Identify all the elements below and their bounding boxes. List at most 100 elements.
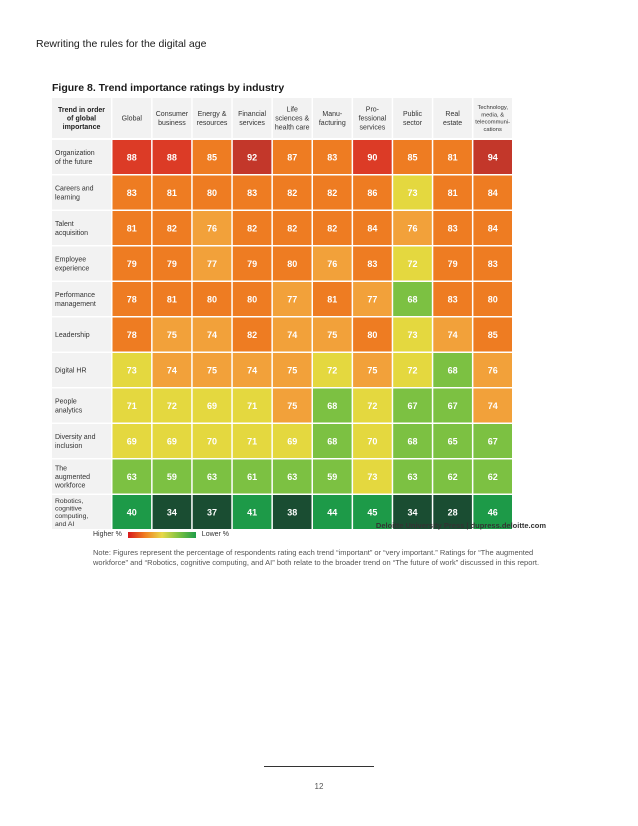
cell-value: 94	[488, 152, 498, 162]
cell-value: 44	[327, 507, 337, 517]
heatmap-cell	[192, 495, 232, 529]
column-header-label: Consumer business	[156, 111, 189, 127]
heatmap-cell	[313, 282, 352, 316]
heatmap-cell	[433, 317, 472, 352]
heatmap-cell	[152, 353, 192, 387]
heatmap-cell	[433, 388, 472, 423]
heatmap-cell	[112, 211, 152, 245]
cell-value: 37	[207, 507, 217, 517]
heatmap-cell	[112, 424, 152, 458]
cell-value: 68	[327, 436, 337, 446]
heatmap-cell	[353, 388, 392, 423]
row-label: Robotics, cognitive computing, and AI	[55, 498, 88, 528]
cell-value: 80	[207, 294, 217, 304]
heatmap-cell	[192, 282, 232, 316]
row-label-cell	[52, 317, 111, 352]
cell-value: 84	[488, 188, 498, 198]
cell-value: 73	[127, 365, 137, 375]
heatmap-cell	[473, 495, 512, 529]
heatmap-cell	[433, 353, 472, 387]
cell-value: 76	[327, 259, 337, 269]
heatmap-cell	[473, 459, 512, 494]
cell-value: 40	[127, 507, 137, 517]
footer-divider	[264, 766, 374, 767]
row-label-cell	[52, 459, 111, 494]
cell-value: 73	[367, 472, 377, 482]
cell-value: 63	[287, 472, 297, 482]
heatmap-cell	[473, 140, 512, 174]
cell-value: 83	[448, 294, 458, 304]
row-label: People analytics	[55, 399, 83, 415]
cell-value: 72	[407, 259, 417, 269]
heatmap-cell	[152, 246, 192, 281]
column-header-label: Public sector	[403, 111, 423, 127]
heatmap-cell	[473, 424, 512, 458]
heatmap-cell	[272, 388, 312, 423]
cell-value: 77	[367, 294, 377, 304]
cell-value: 83	[127, 188, 137, 198]
heatmap-cell	[353, 495, 392, 529]
cell-value: 82	[247, 223, 257, 233]
heatmap-cell	[152, 317, 192, 352]
heatmap-cell	[353, 246, 392, 281]
heatmap-cell	[353, 282, 392, 316]
cell-value: 81	[327, 294, 337, 304]
cell-value: 38	[287, 507, 297, 517]
corner-header-cell	[52, 98, 111, 138]
heatmap-cell	[393, 353, 432, 387]
cell-value: 79	[247, 259, 257, 269]
column-header-cell	[272, 98, 312, 138]
cell-value: 34	[407, 507, 417, 517]
column-header-cell	[313, 98, 352, 138]
heatmap-cell	[433, 140, 472, 174]
cell-value: 73	[407, 188, 417, 198]
heatmap-cell	[112, 246, 152, 281]
cell-value: 71	[127, 401, 137, 411]
heatmap-cell	[353, 317, 392, 352]
cell-value: 88	[167, 152, 177, 162]
heatmap-cell	[232, 424, 272, 458]
cell-value: 90	[367, 152, 377, 162]
cell-value: 65	[448, 436, 458, 446]
column-header-cell	[192, 98, 232, 138]
heatmap-cell	[393, 424, 432, 458]
row-label-cell	[52, 175, 111, 210]
cell-value: 76	[488, 365, 498, 375]
cell-value: 69	[127, 436, 137, 446]
heatmap-cell	[473, 282, 512, 316]
heatmap-cell	[112, 175, 152, 210]
cell-value: 75	[287, 401, 297, 411]
column-header-cell	[152, 98, 192, 138]
cell-value: 67	[407, 401, 417, 411]
figure-note: Note: Figures represent the percentage o…	[93, 548, 540, 567]
heatmap-cell	[192, 459, 232, 494]
cell-value: 81	[448, 152, 458, 162]
row-label-cell	[52, 495, 111, 529]
cell-value: 79	[448, 259, 458, 269]
row-label: Diversity and inclusion	[55, 434, 96, 450]
cell-value: 70	[207, 436, 217, 446]
cell-value: 75	[367, 365, 377, 375]
cell-value: 59	[327, 472, 337, 482]
heatmap-cell	[272, 459, 312, 494]
heatmap-cell	[152, 495, 192, 529]
figure-title: Figure 8. Trend importance ratings by in…	[52, 82, 285, 94]
heatmap-cell	[272, 175, 312, 210]
cell-value: 74	[488, 401, 498, 411]
heatmap-cell	[232, 246, 272, 281]
cell-value: 61	[247, 472, 257, 482]
column-header-label: Global	[122, 115, 143, 122]
heatmap-cell	[313, 353, 352, 387]
cell-value: 84	[488, 223, 498, 233]
heatmap-cell	[112, 495, 152, 529]
heatmap-cell	[473, 175, 512, 210]
heatmap-cell	[393, 140, 432, 174]
cell-value: 28	[448, 507, 458, 517]
cell-value: 69	[167, 436, 177, 446]
heatmap-cell	[112, 388, 152, 423]
cell-value: 83	[448, 223, 458, 233]
heatmap-cell	[473, 388, 512, 423]
heatmap-cell	[152, 459, 192, 494]
heatmap-cell	[313, 175, 352, 210]
